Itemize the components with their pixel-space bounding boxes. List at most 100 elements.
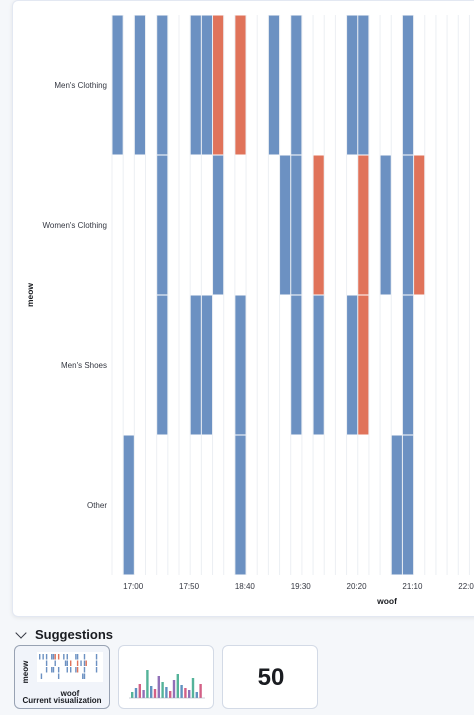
x-axis-title: woof [376, 596, 397, 606]
mini-heatmap-cell [66, 660, 68, 666]
row-label: Other [87, 501, 107, 510]
mini-heatmap-cell [39, 654, 41, 660]
heatmap-cell [235, 15, 246, 155]
mini-bar [188, 690, 191, 698]
mini-heatmap-cell [83, 654, 86, 660]
y-axis-title: meow [25, 283, 35, 307]
mini-bar [176, 674, 179, 698]
mini-heatmap-cell [51, 654, 53, 660]
mini-bar [199, 684, 202, 698]
heatmap-cell [291, 155, 302, 295]
heatmap-cell [190, 15, 201, 155]
mini-heatmap-cell [57, 654, 60, 660]
mini-heatmap-cell [54, 654, 56, 660]
heatmap-cell [157, 15, 168, 155]
grid-lines [111, 15, 470, 575]
heatmap-cell [380, 155, 391, 295]
heatmap-cell [391, 435, 402, 575]
mini-bar [142, 690, 145, 698]
mini-heatmap-cell [52, 654, 55, 660]
x-tick-label: 17:50 [179, 582, 200, 591]
mini-heatmap-cell [51, 667, 53, 673]
mini-heatmap-cell [95, 667, 98, 673]
mini-heatmap-cell [70, 667, 72, 673]
mini-heatmap-cell [83, 660, 86, 666]
mini-bar [195, 692, 198, 698]
mini-heatmap-cell [80, 660, 82, 666]
chart-panel: Men's Clothing Women's Clothing Men's Shoe… [12, 0, 474, 617]
mini-bar [134, 688, 138, 698]
heatmap-cell [190, 295, 201, 435]
heatmap-cell [402, 15, 414, 155]
heatmap-cell [402, 435, 414, 575]
row-label: Women's Clothing [42, 221, 107, 230]
heatmap-cell [157, 295, 168, 435]
heatmap-cell [112, 15, 123, 155]
mini-heatmap-cell [83, 673, 86, 679]
mini-bar [191, 678, 195, 698]
mini-bar [172, 680, 176, 698]
x-tick-label: 20:20 [347, 582, 368, 591]
mini-heatmap-cell [76, 660, 79, 666]
mini-heatmap-cell [45, 667, 48, 673]
mini-heatmap-cell [76, 667, 79, 673]
mini-bar [138, 684, 141, 698]
mini-heatmap-cell [45, 660, 48, 666]
suggestion-metric[interactable]: 50 [222, 645, 318, 709]
mini-heatmap-cell [54, 660, 56, 666]
heatmap-cell [347, 15, 358, 155]
suggestion-bar-chart[interactable] [118, 645, 214, 709]
mini-axis-x: woof [60, 689, 80, 698]
heatmap-cell [402, 155, 414, 295]
heatmap-cell [402, 295, 414, 435]
suggestions-toggle[interactable]: Suggestions [14, 627, 113, 642]
heatmap-cell [201, 295, 213, 435]
mini-heatmap-cell [66, 667, 68, 673]
current-visualization-label: Current visualization [22, 696, 102, 705]
mini-heatmap-cell [76, 654, 79, 660]
heatmap-cell [268, 15, 280, 155]
mini-heatmap-cell [75, 667, 77, 673]
heatmap-cell [291, 15, 302, 155]
heatmap-cell [235, 295, 246, 435]
x-tick-label: 21:10 [402, 582, 423, 591]
heatmap-cell [235, 435, 246, 575]
mini-heatmap-cell [75, 654, 77, 660]
x-tick-label: 17:00 [123, 582, 144, 591]
mini-heatmap-cell [57, 667, 60, 673]
mini-heatmap-thumbnail: meow woof [21, 652, 103, 698]
heatmap-cells [112, 15, 425, 575]
heatmap-cell [291, 295, 302, 435]
row-label: Men's Clothing [54, 81, 107, 90]
mini-heatmap-cell [64, 660, 67, 666]
row-label: Men's Shoes [61, 361, 107, 370]
mini-bar [146, 670, 149, 698]
mini-heatmap-cell [42, 654, 44, 660]
suggestions-title: Suggestions [35, 627, 114, 642]
suggestion-current-visualization[interactable]: meow woof Current visualization [14, 645, 110, 709]
heatmap-cell [134, 15, 146, 155]
mini-bar-chart-thumbnail [129, 670, 205, 699]
mini-heatmap-cell [85, 660, 87, 666]
chevron-down-icon [15, 627, 27, 639]
heatmap-cell [280, 155, 291, 295]
heatmap-cell [201, 15, 213, 155]
heatmap-cell [347, 295, 358, 435]
mini-heatmap-cell [95, 654, 98, 660]
mini-bar [150, 686, 153, 698]
suggestions-list: meow woof Current visualization 50 [14, 645, 318, 709]
heatmap-cell [358, 15, 369, 155]
mini-axis-y: meow [21, 660, 30, 683]
mini-heatmap-cell [82, 673, 84, 679]
heatmap-cell [313, 155, 324, 295]
mini-heatmap-cell [52, 667, 55, 673]
x-tick-label: 22:00 [458, 582, 474, 591]
mini-heatmap-cell [57, 673, 60, 679]
mini-heatmap-cell [45, 654, 48, 660]
heatmap-cell [123, 435, 134, 575]
mini-heatmap-cell [40, 673, 43, 679]
mini-heatmap-cell [70, 660, 72, 666]
heatmap-cell [213, 155, 224, 295]
mini-bar [157, 676, 160, 698]
mini-heatmap-cell [95, 660, 98, 666]
